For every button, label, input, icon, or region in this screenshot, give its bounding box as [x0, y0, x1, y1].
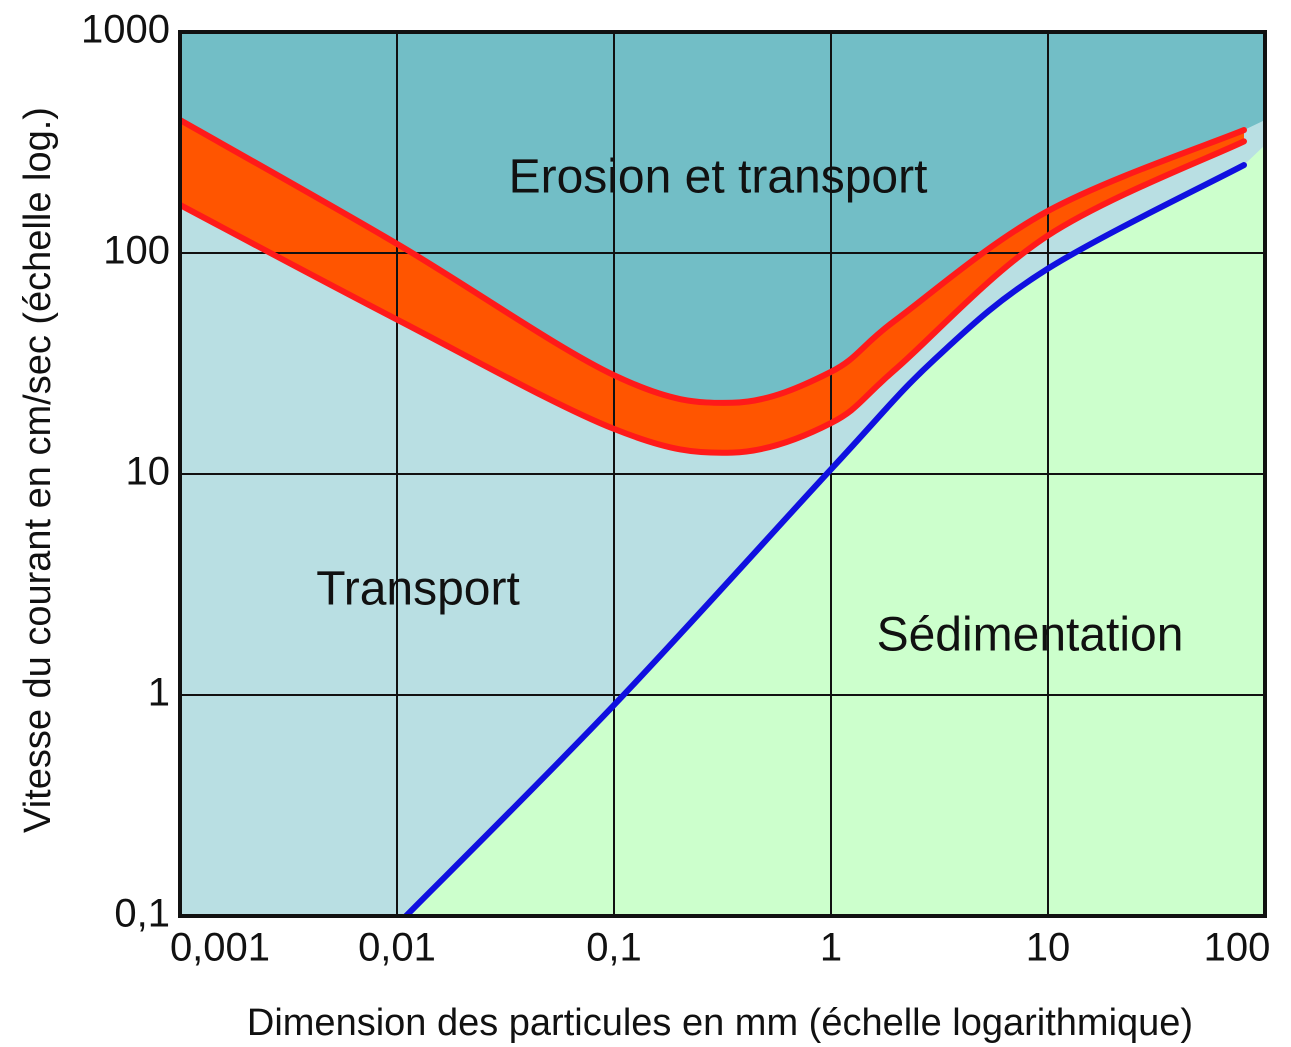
plot: [180, 32, 1265, 916]
x-tick-label: 10: [1026, 926, 1071, 970]
y-tick-label: 0,1: [114, 892, 170, 936]
region-label: Erosion et transport: [509, 151, 928, 204]
x-axis-label: Dimension des particules en mm (échelle …: [247, 1002, 1193, 1044]
plot-frame: [178, 30, 1267, 918]
x-tick-label: 1: [820, 926, 842, 970]
x-tick-label: 0,1: [586, 926, 642, 970]
curve: [180, 116, 1247, 406]
curve: [402, 162, 1247, 916]
y-axis-label: Vitesse du courant en cm/sec (échelle lo…: [17, 107, 59, 833]
y-tick-label: 10: [126, 450, 171, 494]
region-label: Sédimentation: [877, 609, 1184, 662]
x-tick-label: 0,001: [170, 926, 270, 970]
y-tick-label: 100: [103, 229, 170, 273]
erosion-region: [180, 32, 1265, 403]
sedimentation-region: [405, 145, 1265, 916]
region-label: Transport: [316, 563, 520, 616]
x-tick-label: 0,01: [358, 926, 436, 970]
threshold-band: [180, 119, 1244, 453]
x-tick-label: 100: [1204, 926, 1271, 970]
y-tick-label: 1000: [81, 8, 170, 52]
y-tick-label: 1: [148, 671, 170, 715]
curve: [180, 138, 1247, 456]
